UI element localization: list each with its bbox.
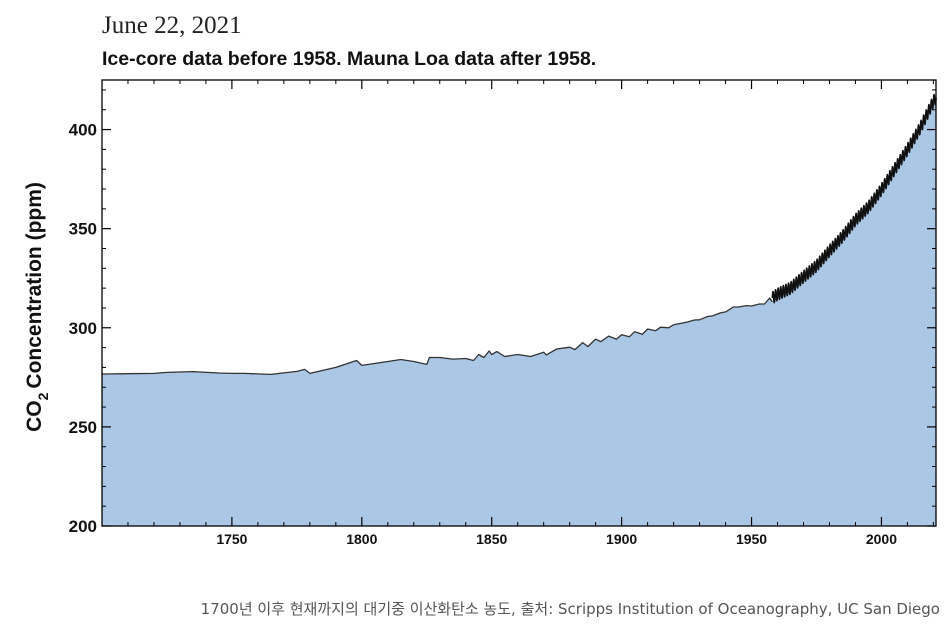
x-tick-label-1800: 1800 — [346, 531, 377, 547]
series-line-ice-core — [101, 297, 773, 376]
y-axis-label: CO2 Concentration (ppm) — [23, 182, 51, 432]
x-tick-label-1950: 1950 — [736, 531, 767, 547]
x-tick-label-1850: 1850 — [476, 531, 507, 547]
co2-area-chart: 1750 1800 1850 1900 1950 2000 200 250 300 350 400… — [23, 79, 937, 547]
y-tick-label-400: 400 — [69, 121, 97, 140]
chart-title: Ice-core data before 1958. Mauna Loa dat… — [102, 48, 597, 70]
image-caption: 1700년 이후 현재까지의 대기중 이산화탄소 농도, 출처: Scripps… — [200, 600, 940, 618]
x-tick-label-1750: 1750 — [216, 531, 247, 547]
y-tick-label-350: 350 — [69, 220, 97, 239]
plot-frame — [101, 79, 937, 527]
x-tick-label-2000: 2000 — [866, 531, 897, 547]
chart-date: June 22, 2021 — [102, 12, 242, 39]
y-tick-label-200: 200 — [69, 517, 97, 536]
y-axis-label-prefix: CO — [23, 400, 46, 432]
x-axis: 1750 1800 1850 1900 1950 2000 — [127, 80, 934, 547]
y-tick-label-300: 300 — [69, 319, 97, 338]
area-layer — [102, 97, 936, 527]
co2-area-fill — [102, 97, 936, 527]
line-layer — [101, 93, 937, 376]
series-line-mauna-loa — [771, 93, 937, 304]
x-tick-label-1900: 1900 — [606, 531, 637, 547]
y-axis-label-subscript: 2 — [35, 392, 51, 400]
y-tick-label-250: 250 — [69, 418, 97, 437]
y-axis-label-text: Concentration (ppm) — [23, 182, 46, 388]
y-axis: 200 250 300 350 400 — [69, 89, 936, 536]
